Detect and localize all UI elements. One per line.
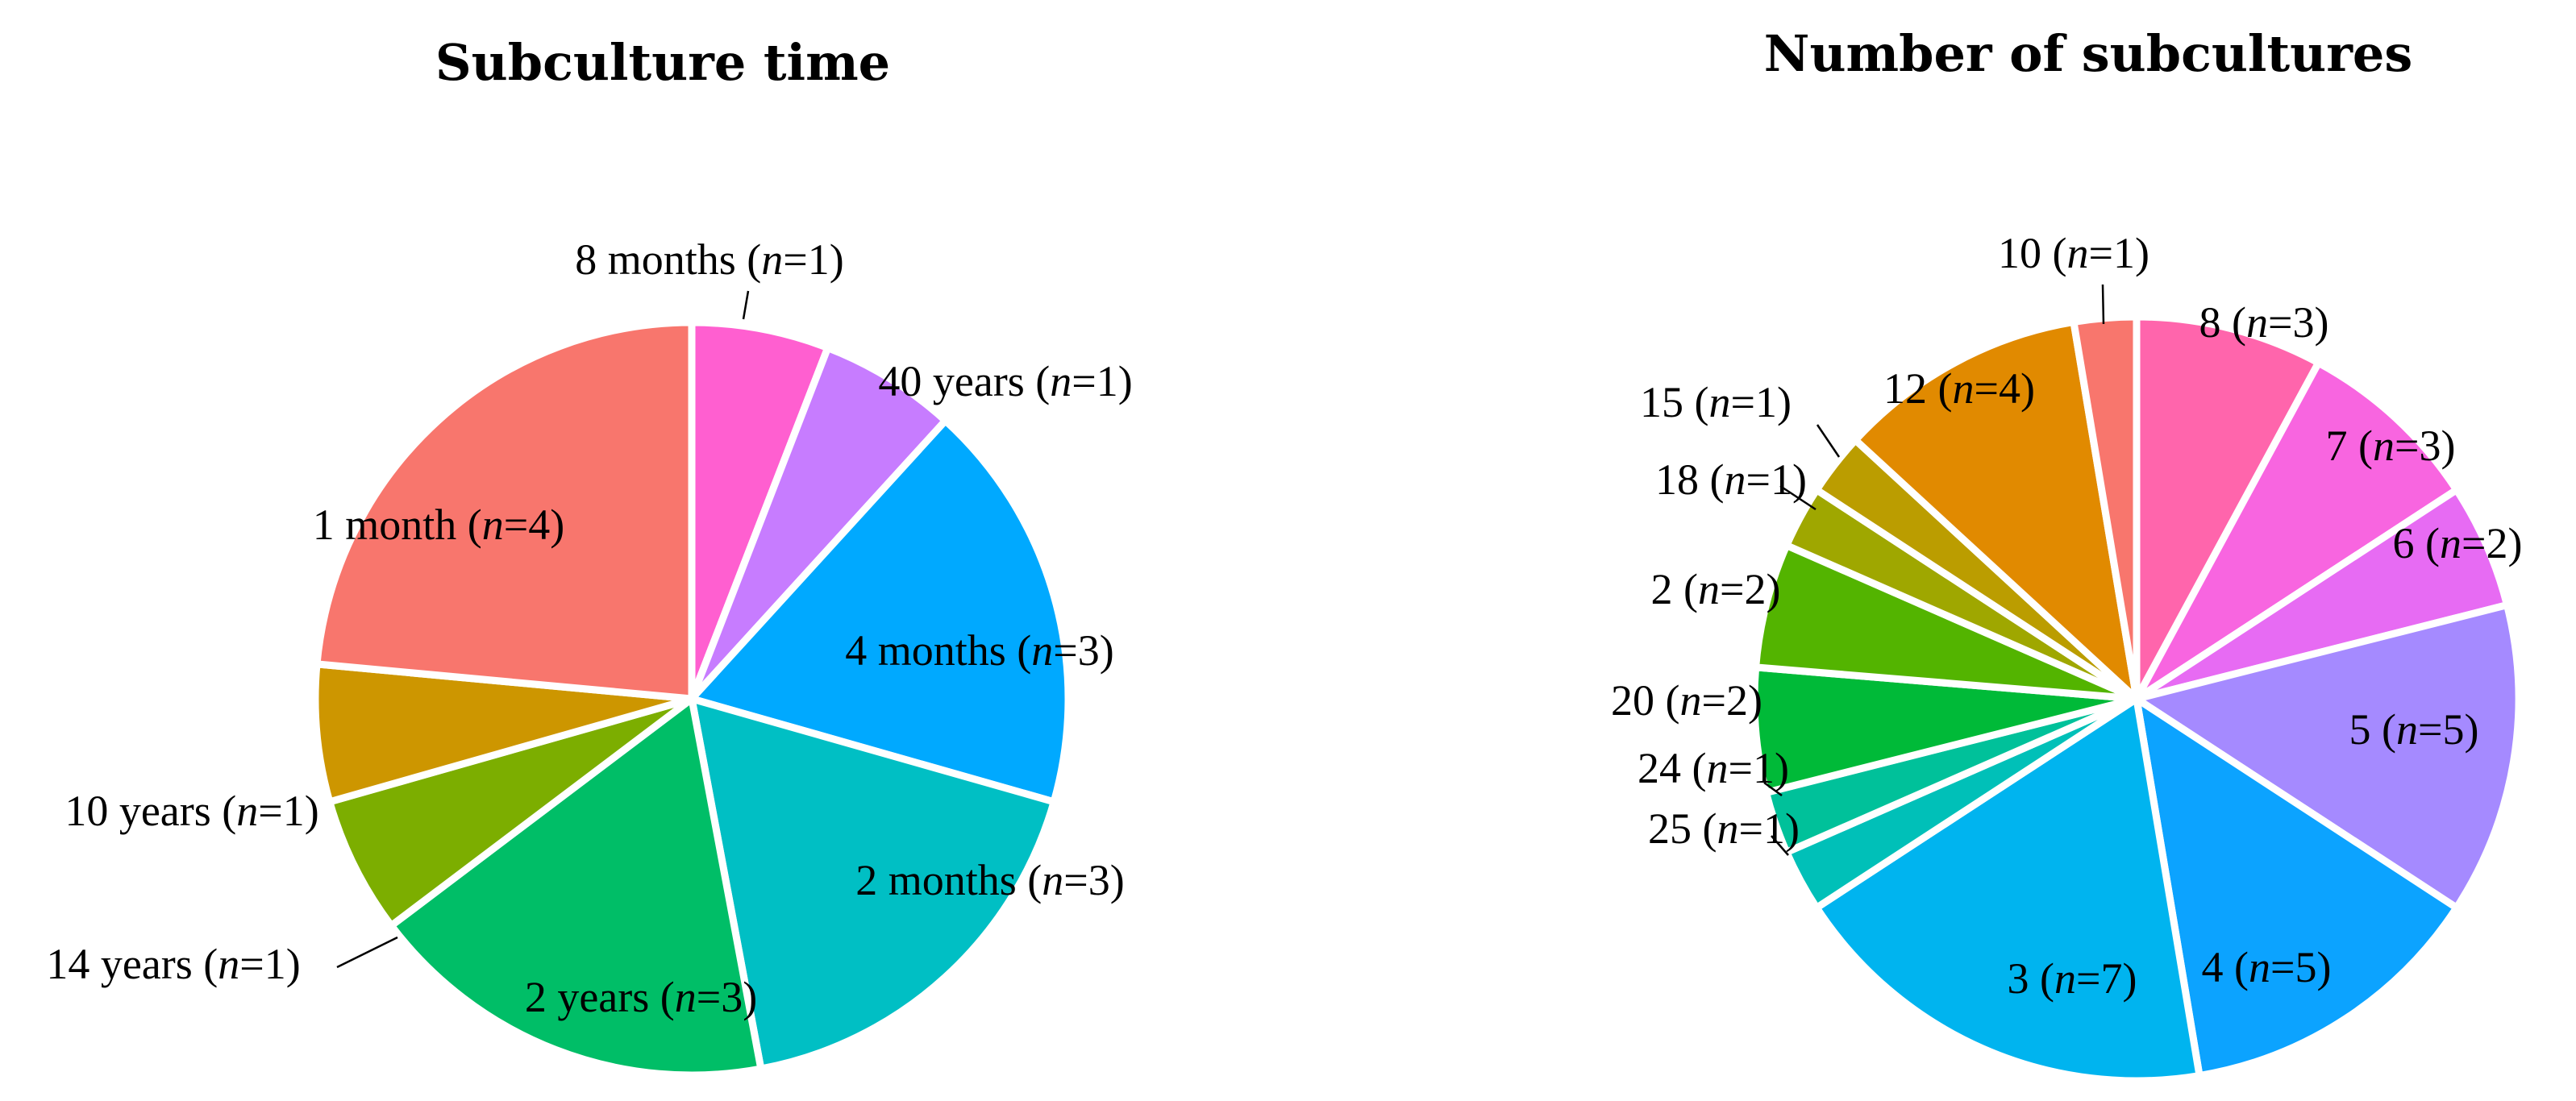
chart-title-subculture-time: Subculture time <box>435 33 890 92</box>
pie-slice-12 <box>1851 318 2141 703</box>
pie-slice-10-years <box>311 660 696 806</box>
pie-slice-1-month <box>313 318 696 703</box>
pie-slice-3 <box>1812 695 2204 1085</box>
slice-label-3: 3 (n=7) <box>2008 954 2137 1003</box>
slice-label-1-month: 1 month (n=4) <box>313 501 564 549</box>
pie-slices-number-of-subcultures <box>1750 313 2523 1085</box>
slice-label-24: 24 (n=1) <box>1638 744 1789 792</box>
pie-slices-subculture-time <box>311 318 1072 1079</box>
slice-label-8: 8 (n=3) <box>2199 298 2329 347</box>
pie-slice-5 <box>2133 601 2523 912</box>
pie-slice-14-years <box>326 695 696 929</box>
slice-label-18: 18 (n=1) <box>1655 455 1807 504</box>
leader-line-18 <box>1779 484 1817 511</box>
slice-label-2: 2 (n=2) <box>1651 565 1781 613</box>
leader-line-15 <box>1816 424 1841 458</box>
slice-label-10: 10 (n=1) <box>1998 229 2149 277</box>
pie-chart-number-of-subcultures: Number of subcultures 8 (n=3) 7 (n=3) 6 (n… <box>1611 24 2523 1085</box>
slice-label-2-years: 2 years (n=3) <box>525 973 757 1021</box>
pie-chart-subculture-time: Subculture time 8 months (n=1) 40 years (… <box>46 33 1133 1079</box>
slice-label-14-years: 14 years (n=1) <box>46 940 300 988</box>
leader-line-24 <box>1763 781 1783 797</box>
pie-slice-7 <box>2133 359 2461 703</box>
slice-label-10-years: 10 years (n=1) <box>65 787 318 835</box>
slice-label-20: 20 (n=2) <box>1611 676 1762 725</box>
slice-labels-subculture-time: 8 months (n=1) 40 years (n=1) 4 months (n=… <box>46 235 1132 1021</box>
slice-label-5: 5 (n=5) <box>2349 705 2479 754</box>
pie-slice-2-months <box>688 695 1058 1073</box>
slice-label-25: 25 (n=1) <box>1648 804 1800 853</box>
pie-slice-4-months <box>688 417 1072 806</box>
leader-line-25 <box>1771 835 1789 856</box>
slice-label-12: 12 (n=4) <box>1883 364 2035 413</box>
leader-lines-subculture-time <box>336 290 750 969</box>
pie-slice-40-years <box>688 344 950 703</box>
slice-label-8-months: 8 months (n=1) <box>575 235 843 284</box>
leader-line-8-months <box>742 290 750 320</box>
pie-slice-2-years <box>387 695 765 1079</box>
slice-label-40-years: 40 years (n=1) <box>878 357 1132 405</box>
slice-label-2-months: 2 months (n=3) <box>855 856 1124 904</box>
slice-label-15: 15 (n=1) <box>1640 378 1792 426</box>
leader-line-10 <box>2101 284 2105 325</box>
slice-labels-number-of-subcultures: 8 (n=3) 7 (n=3) 6 (n=2) 5 (n=5) 4 (n=5) 3 (n=… <box>1611 229 2522 1003</box>
pie-slice-8 <box>2133 313 2323 703</box>
leader-lines-number-of-subcultures <box>1763 284 2105 856</box>
chart-title-number-of-subcultures: Number of subcultures <box>1764 24 2412 83</box>
slice-label-6: 6 (n=2) <box>2393 519 2523 567</box>
pie-slice-10 <box>2070 313 2141 703</box>
slice-label-7: 7 (n=3) <box>2326 422 2456 470</box>
slice-label-4: 4 (n=5) <box>2202 943 2332 991</box>
leader-line-14-years <box>336 936 398 969</box>
slice-label-4-months: 4 months (n=3) <box>845 626 1113 675</box>
pie-slice-4 <box>2133 695 2461 1080</box>
